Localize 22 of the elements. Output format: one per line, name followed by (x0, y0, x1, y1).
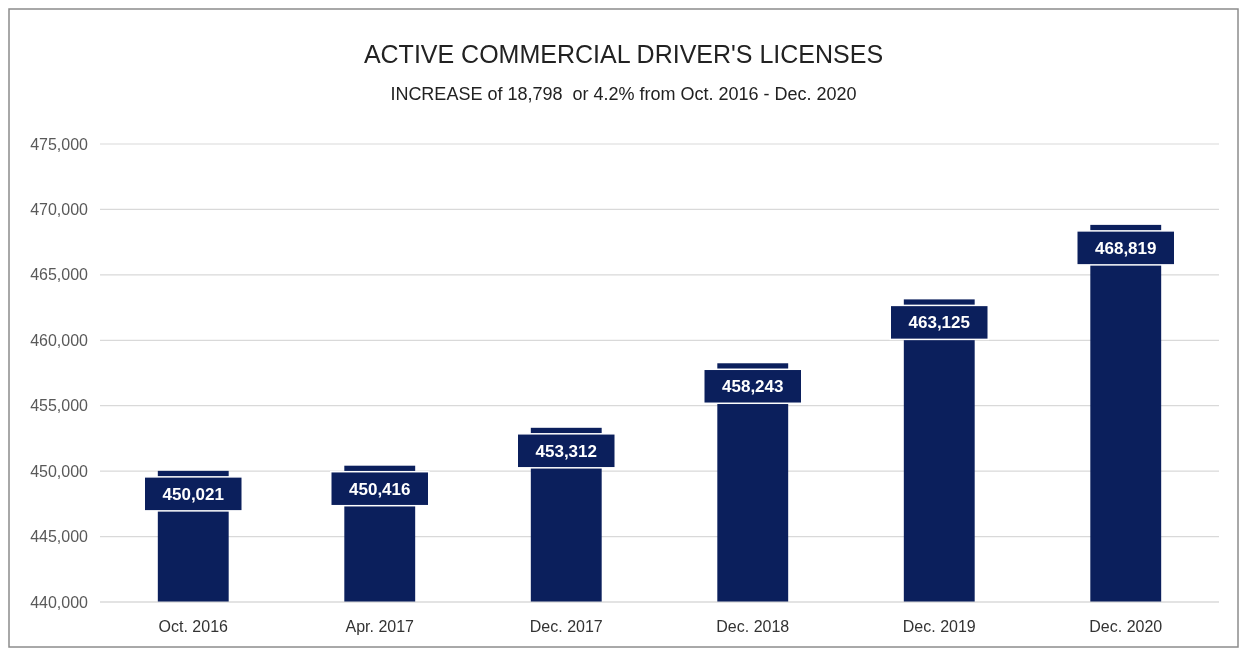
y-tick-label: 475,000 (30, 135, 89, 153)
data-label: 453,312 (535, 441, 597, 461)
y-tick-label: 440,000 (30, 593, 89, 611)
x-tick-label: Dec. 2017 (529, 618, 603, 635)
data-label: 463,125 (908, 313, 970, 333)
chart-subtitle: INCREASE of 18,798 or 4.2% from Oct. 2016 - Dec. 2020 (390, 84, 857, 104)
x-tick-label: Dec. 2019 (902, 618, 976, 635)
y-tick-label: 460,000 (30, 331, 89, 349)
data-label: 450,021 (162, 484, 224, 504)
x-tick-label: Oct. 2016 (158, 618, 229, 635)
y-tick-label: 445,000 (30, 528, 89, 546)
data-label: 458,243 (722, 377, 784, 397)
x-tick-label: Apr. 2017 (345, 618, 415, 635)
y-tick-label: 455,000 (30, 397, 89, 415)
x-tick-label: Dec. 2018 (716, 618, 790, 635)
data-label: 468,819 (1095, 238, 1157, 258)
chart-title: ACTIVE COMMERCIAL DRIVER'S LICENSES (363, 40, 884, 68)
y-tick-label: 450,000 (30, 462, 89, 480)
x-tick-label: Dec. 2020 (1089, 618, 1163, 635)
data-label: 450,416 (349, 479, 411, 499)
y-tick-label: 465,000 (30, 266, 89, 284)
y-tick-label: 470,000 (30, 201, 89, 219)
